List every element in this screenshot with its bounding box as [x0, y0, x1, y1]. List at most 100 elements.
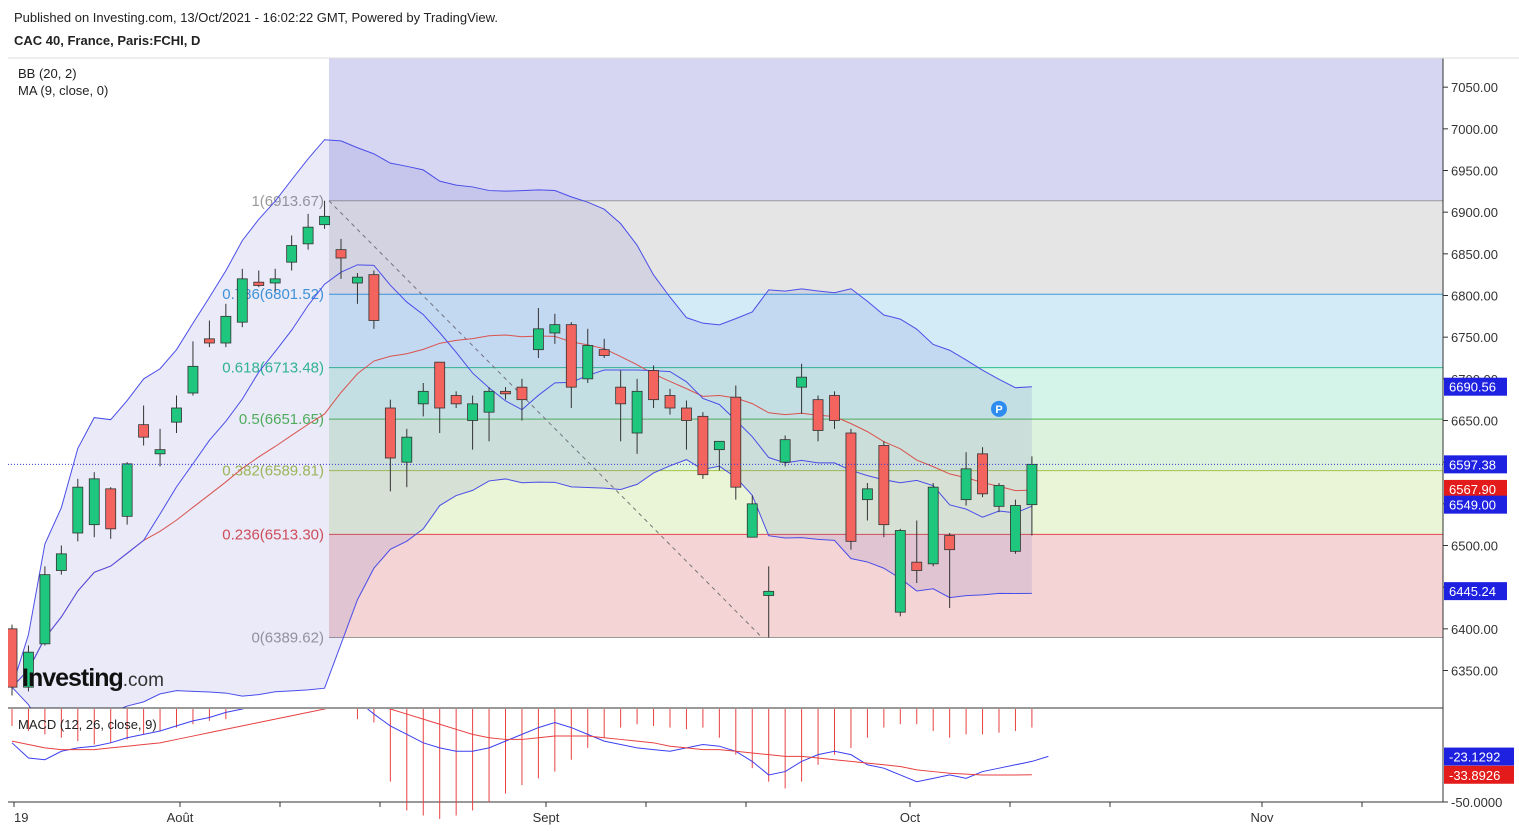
candle [105, 488, 117, 530]
candle [220, 315, 232, 344]
fib-top-zone [329, 58, 1443, 201]
candle [269, 278, 281, 284]
fib-zone-1 [329, 294, 1443, 368]
event-marker-label: P [995, 404, 1002, 416]
candle [138, 424, 150, 438]
candle [1010, 505, 1021, 552]
price-tag [1444, 479, 1507, 498]
fib-zone-0 [329, 200, 1443, 295]
candle [171, 407, 182, 423]
price-tag-label: 6445.24 [1449, 584, 1496, 599]
ma-indicator-label[interactable]: MA (9, close, 0) [18, 83, 109, 98]
y-tick-label: 6800.00 [1451, 289, 1498, 304]
bb-indicator-label[interactable]: BB (20, 2) [18, 66, 77, 81]
macd-tag [1444, 765, 1514, 784]
candle [434, 361, 446, 409]
candle [203, 338, 215, 344]
candle [286, 245, 298, 263]
candle [713, 440, 725, 451]
candle [812, 399, 824, 431]
price-tag [1444, 377, 1507, 396]
logo-suffix: .com [122, 670, 164, 691]
candle [631, 390, 643, 434]
price-tag-label: 6567.90 [1449, 482, 1496, 497]
x-tick-label: Nov [1250, 810, 1274, 825]
logo-main: Investing [22, 664, 124, 692]
fib-label-3: 0.5(6651.65) [239, 411, 324, 428]
candle [384, 407, 396, 459]
bb-upper-line [11, 139, 1032, 688]
candle [894, 530, 906, 613]
candle [845, 432, 857, 542]
candle [516, 386, 528, 401]
candle [878, 445, 890, 526]
bb-basis-line [11, 334, 1032, 688]
candle [927, 486, 939, 565]
y-tick-label: 7000.00 [1451, 122, 1498, 137]
candle [121, 463, 133, 517]
macd-indicator-label[interactable]: MACD (12, 26, close, 9) [18, 717, 157, 732]
fib-trend-line [328, 200, 763, 638]
candle [697, 415, 709, 476]
bb-lower-line [11, 459, 1032, 708]
price-tag-label: 6597.38 [1449, 457, 1496, 472]
y-tick-label: 6900.00 [1451, 205, 1498, 220]
fib-zone-2 [329, 367, 1443, 420]
instrument-title: CAC 40, France, Paris:FCHI, D [14, 33, 201, 48]
fib-label-5: 0.236(6513.30) [222, 526, 324, 543]
x-tick-label: Sept [533, 810, 560, 825]
candle [796, 376, 807, 388]
candle [862, 488, 873, 501]
candle [55, 553, 67, 571]
candle [253, 281, 265, 286]
fib-label-0: 1(6913.67) [251, 193, 324, 210]
macd-tag-label: -33.8926 [1449, 768, 1500, 783]
bollinger-group [8, 139, 1038, 708]
candle [417, 390, 429, 405]
candle [664, 395, 676, 409]
candle [779, 439, 791, 463]
price-tag [1444, 455, 1507, 474]
candle [319, 215, 330, 226]
candle [335, 249, 347, 259]
y-tick-label: 6850.00 [1451, 247, 1498, 262]
x-tick-label: 19 [14, 810, 28, 825]
candle [565, 324, 577, 388]
candle [582, 345, 594, 380]
candle [352, 276, 363, 284]
macd-line [11, 709, 1049, 783]
candle [236, 278, 248, 323]
fib-label-6: 0(6389.62) [251, 629, 324, 646]
candle [960, 468, 972, 501]
macd-lines [11, 709, 1049, 783]
macd-y-tick-label: -50.0000 [1451, 795, 1502, 810]
candle [39, 574, 51, 645]
candle [549, 324, 561, 334]
macd-tag [1444, 747, 1514, 766]
fib-label-2: 0.618(6713.48) [222, 360, 324, 377]
candle [993, 485, 1005, 507]
price-tag-label: 6690.56 [1449, 380, 1496, 395]
y-tick-label: 6350.00 [1451, 664, 1498, 679]
candle [1026, 463, 1038, 506]
candle [911, 561, 923, 571]
fib-zone-5 [329, 534, 1443, 638]
candle [763, 590, 775, 596]
price-tag-label: 6549.00 [1449, 498, 1496, 513]
y-tick-label: 6950.00 [1451, 164, 1498, 179]
candle [730, 396, 742, 488]
x-tick-label: Oct [900, 810, 921, 825]
event-marker-icon [991, 400, 1007, 417]
price-tag [1444, 495, 1507, 514]
candle [483, 390, 495, 413]
candle [829, 395, 840, 421]
candle [977, 453, 988, 495]
y-tick-label: 6500.00 [1451, 539, 1498, 554]
macd-signal-line [11, 709, 1032, 776]
candle [368, 274, 380, 321]
candle [648, 370, 659, 401]
candle [500, 390, 511, 395]
published-line: Published on Investing.com, 13/Oct/2021 … [14, 10, 498, 25]
candle [187, 365, 199, 394]
candle [450, 395, 462, 405]
